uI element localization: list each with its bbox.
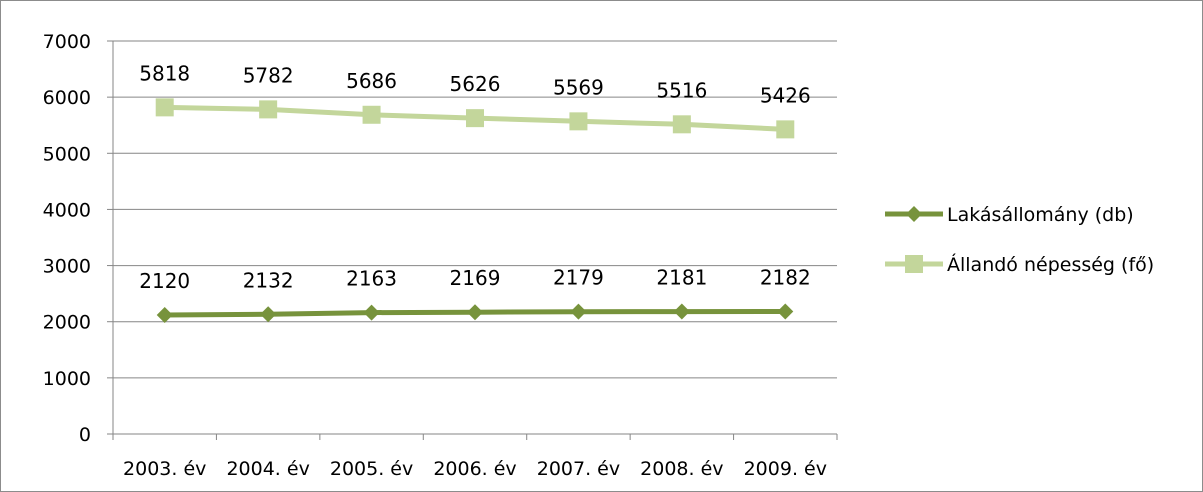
y-tick-label: 0	[79, 424, 91, 446]
data-point-square	[259, 100, 278, 119]
x-tick-label: 2009. év	[744, 458, 827, 480]
y-tick-label: 6000	[43, 87, 91, 109]
legend-label: Lakásállomány (db)	[947, 204, 1134, 226]
data-point-square	[672, 115, 691, 134]
x-tick-label: 2004. év	[226, 458, 309, 480]
data-point-square	[776, 120, 795, 139]
data-point-diamond	[777, 303, 794, 320]
series-markers	[155, 98, 795, 323]
data-label: 5818	[139, 61, 190, 85]
data-label: 2182	[760, 265, 811, 289]
data-label: 2163	[346, 267, 397, 291]
x-tick-label: 2008. év	[640, 458, 723, 480]
data-label: 5516	[656, 78, 707, 102]
data-point-square	[362, 105, 381, 124]
data-label: 2181	[656, 266, 707, 290]
legend-marker-square	[905, 255, 923, 273]
data-label: 2169	[450, 266, 501, 290]
x-tick-label: 2003. év	[123, 458, 206, 480]
data-label: 5569	[553, 75, 604, 99]
y-tick-label: 1000	[43, 368, 91, 390]
x-tick-labels: 2003. év 2004. év 2005. év 2006. év 2007. év…	[123, 458, 827, 480]
legend-label: Állandó népesség (fő)	[947, 253, 1154, 276]
data-point-diamond	[570, 303, 587, 320]
data-point-diamond	[673, 303, 690, 320]
data-label: 5782	[243, 63, 294, 87]
data-point-diamond	[156, 306, 173, 323]
data-point-diamond	[467, 304, 483, 321]
x-tick-label: 2007. év	[537, 458, 620, 480]
x-tick-label: 2006. év	[433, 458, 516, 480]
data-label: 2120	[139, 269, 190, 293]
y-tick-label: 7000	[43, 31, 91, 53]
y-tick-label: 4000	[43, 199, 91, 221]
data-label: 5426	[760, 83, 811, 107]
data-point-diamond	[260, 306, 277, 323]
y-tick-label: 5000	[43, 143, 91, 165]
legend: Lakásállomány (db) Állandó népesség (fő)	[885, 204, 1154, 276]
x-tick-label: 2005. év	[330, 458, 413, 480]
y-tick-label: 2000	[43, 312, 91, 334]
data-point-diamond	[363, 304, 380, 321]
data-label: 2179	[553, 266, 604, 290]
gridlines	[113, 40, 837, 379]
data-point-square	[155, 98, 174, 117]
data-point-square	[569, 112, 588, 131]
data-labels: 2120 2132 2163 2169 2179 2181 2182 5818 5782 5686…	[139, 61, 810, 293]
y-tick-label: 3000	[43, 256, 91, 278]
legend-marker-diamond	[906, 206, 922, 222]
data-label: 5686	[346, 69, 397, 93]
y-tick-labels: 0 1000 2000 3000 4000 5000 6000 7000	[43, 31, 91, 446]
data-label: 2132	[243, 268, 294, 292]
data-label: 5626	[450, 72, 501, 96]
axes	[107, 40, 838, 440]
data-point-square	[466, 109, 484, 128]
